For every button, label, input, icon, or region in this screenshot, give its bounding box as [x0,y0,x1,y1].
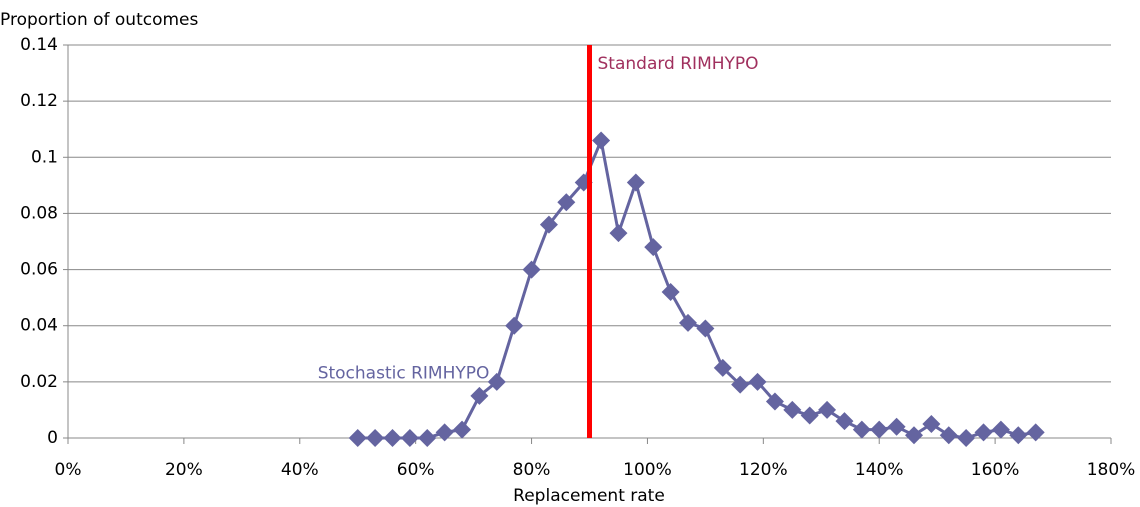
x-tick-label: 100% [623,460,672,480]
marker [748,372,767,391]
series-label: Stochastic RIMHYPO [318,363,490,383]
marker [487,372,506,391]
marker [713,358,732,377]
y-tick-label: 0.08 [20,203,58,223]
x-tick-label: 40% [281,460,319,480]
marker [696,319,715,338]
marker [1009,426,1028,445]
series-line [357,135,1036,440]
y-tick-label: 0.04 [20,316,58,336]
marker [626,173,645,192]
reference-label: Standard RIMHYPO [598,54,759,74]
marker [1026,423,1045,442]
marker [765,392,784,411]
marker [818,400,837,419]
x-tick-label: 160% [971,460,1020,480]
x-tick-label: 60% [397,460,435,480]
marker [644,238,663,257]
marker [418,429,437,447]
y-tick-label: 0 [47,428,58,448]
marker [557,193,576,212]
marker [400,429,419,447]
y-tick-label: 0.12 [20,91,58,111]
x-axis-label: Replacement rate [513,486,665,506]
marker [991,420,1010,439]
x-tick-label: 180% [1087,460,1136,480]
marker [522,260,541,279]
x-tick-label: 120% [739,460,788,480]
marker [974,423,993,442]
y-tick-label: 0.06 [20,260,58,280]
marker [383,429,402,447]
x-tick-label: 80% [513,460,551,480]
y-tick-label: 0.1 [31,147,58,167]
marker [887,417,906,436]
marker [783,400,802,419]
marker [661,283,680,302]
marker [592,131,611,150]
y-axis-label: Proportion of outcomes [0,10,199,30]
marker [731,375,750,394]
marker [939,426,958,445]
y-tick-label: 0.14 [20,35,58,55]
marker [922,414,941,433]
marker [453,420,472,439]
marker [348,429,367,447]
marker [835,412,854,431]
marker [366,429,385,447]
x-tick-label: 140% [855,460,904,480]
marker [539,215,558,234]
marker [870,420,889,439]
marker [435,423,454,442]
marker [505,316,524,335]
x-tick-label: 0% [55,460,82,480]
marker [852,420,871,439]
marker [957,429,976,447]
marker [470,386,489,405]
y-tick-label: 0.02 [20,372,58,392]
marker [679,313,698,332]
marker [904,426,923,445]
marker [609,224,628,243]
x-tick-label: 20% [165,460,203,480]
marker [800,406,819,425]
